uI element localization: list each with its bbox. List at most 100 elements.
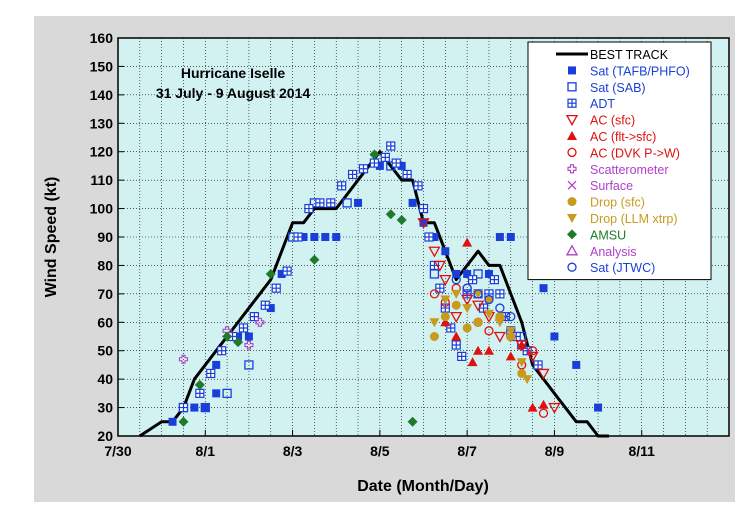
sat-jtwc-point [462,283,472,293]
adt-point [462,289,472,299]
adt-point [467,275,478,285]
legend-marker [567,131,577,140]
x-tick-label: 8/5 [370,443,390,459]
x-tick-label: 8/7 [457,443,477,459]
amsu-point [265,268,276,279]
ac-sfc-point [537,368,550,380]
ac-dvk-p-w-point [538,408,549,418]
sat-tafb-phfo-point [594,403,603,412]
adt-point [271,283,281,293]
ac-flt-sfc-point [516,340,527,350]
legend-label: BEST TRACK [590,48,669,62]
adt-point [451,340,461,350]
adt-point [418,203,429,214]
y-tick-label: 30 [97,400,113,416]
legend-marker [568,66,576,75]
ac-sfc-point [450,311,463,323]
ac-dvk-p-w-point [527,346,538,356]
adt-point [337,181,347,191]
ac-sfc-point [526,351,539,363]
sat-sab-point [244,360,254,370]
sat-tafb-phfo-point [572,360,581,369]
amsu-point [396,214,407,225]
drop-sfc-point [506,332,516,341]
legend-marker [567,98,577,108]
adt-point [457,351,467,361]
y-tick-label: 130 [90,115,114,131]
adt-point [260,300,270,310]
scatterometer-point [244,340,254,350]
adt-point [178,402,189,413]
amsu-point [178,416,189,427]
ac-flt-sfc-point [462,237,473,247]
drop-sfc-point [484,295,494,305]
sat-jtwc-point [495,303,505,313]
sat-tafb-phfo-point [299,233,308,241]
y-tick-label: 60 [97,314,113,330]
sat-jtwc-point [473,289,483,299]
y-tick-label: 100 [90,201,114,217]
sat-tafb-phfo-point [310,233,319,241]
sat-tafb-phfo-point [550,332,559,341]
sat-tafb-phfo-point [332,233,341,241]
legend-label: AC (flt->sfc) [590,130,656,144]
adt-point [282,266,292,276]
x-tick-label: 7/30 [104,443,131,459]
y-tick-label: 110 [90,172,113,188]
scatterometer-point [255,317,265,327]
ac-sfc-point [493,331,506,343]
chart-title-line2: 31 July - 9 August 2014 [156,85,311,101]
y-tick-label: 160 [90,30,114,46]
y-tick-label: 150 [90,58,114,74]
legend-label: Sat (TAFB/PHFO) [590,64,690,78]
adt-point [293,232,303,242]
adt-point [217,346,227,356]
x-tick-label: 8/11 [628,443,655,459]
legend-label: Drop (LLM xtrp) [590,212,678,226]
sat-tafb-phfo-point [441,247,450,256]
ac-flt-sfc-point [527,402,538,412]
drop-llm-xtrp-point [483,309,494,319]
ac-sfc-point [428,246,441,258]
legend: BEST TRACK Sat (TAFB/PHFO) Sat (SAB) ADT AC … [527,41,712,281]
amsu-point [309,254,320,265]
sat-jtwc-point [506,311,516,322]
adt-point [413,181,423,191]
sat-tafb-phfo-point [190,403,199,412]
sat-tafb-phfo-point [430,233,439,241]
drop-llm-xtrp-point [429,318,440,328]
sat-sab-point [200,402,210,413]
ac-flt-sfc-point [451,331,462,341]
drop-llm-xtrp-point [440,295,451,305]
y-tick-label: 40 [97,371,113,387]
adt-point [380,152,390,162]
adt-point [326,198,336,208]
adt-point [495,289,505,299]
drop-llm-xtrp-point [505,326,516,336]
ac-sfc-point [439,274,452,286]
amsu-point [407,416,418,427]
drop-sfc-point [440,312,450,322]
adt-point [402,169,412,180]
y-tick-label: 50 [97,343,113,359]
ac-flt-sfc-point [538,399,549,409]
y-tick-label: 140 [90,87,114,103]
adt-point [195,388,205,398]
legend-label: AMSU [590,228,626,242]
adt-point [424,232,434,242]
data-points [168,141,603,427]
amsu-point [369,149,380,160]
drop-llm-xtrp-point [473,289,484,299]
legend-label: Sat (SAB) [590,81,646,95]
legend-label: Surface [590,179,633,193]
ac-dvk-p-w-point [429,289,440,299]
sat-tafb-phfo-point [463,269,472,278]
drop-llm-xtrp-point [462,304,473,314]
legend-marker [567,262,577,272]
y-tick-label: 80 [97,257,113,273]
ac-sfc-point [461,294,474,306]
adt-point [391,158,401,168]
sat-tafb-phfo-point [234,332,243,341]
drop-sfc-point [429,332,439,341]
legend-label: Sat (JTWC) [590,261,655,275]
